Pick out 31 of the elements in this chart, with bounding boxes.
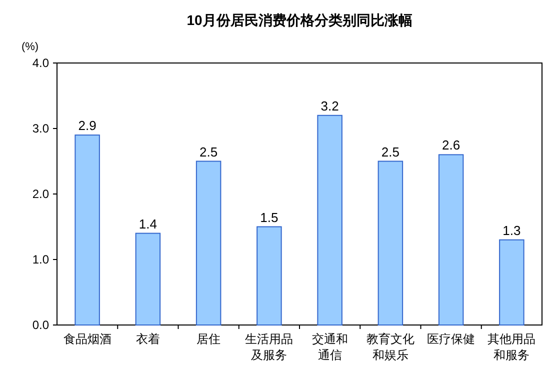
y-tick-label: 1.0 [32,252,50,266]
data-label: 2.5 [200,144,218,160]
x-tick-label: 生活用品及服务 [244,331,294,363]
data-label: 2.6 [442,138,460,153]
bar [135,232,161,326]
data-label: 2.9 [78,118,96,134]
chart-title: 10月份居民消费价格分类别同比涨幅 [186,12,412,28]
bar [256,226,282,326]
data-label: 1.4 [138,216,157,232]
y-tick-label: 0.0 [32,318,50,332]
y-tick-label: 3.0 [32,122,50,136]
x-tick-label: 医疗保健 [426,331,476,347]
bar [74,134,100,326]
x-tick-label: 交通和通信 [310,331,349,363]
y-axis-title: (%) [21,41,39,53]
x-tick-label: 食品烟酒 [62,331,112,347]
y-tick-label: 2.0 [32,187,50,201]
data-label: 2.5 [381,144,400,160]
x-tick-label: 其他用品和服务 [486,331,537,363]
data-label: 3.2 [320,98,339,114]
bar [196,160,222,326]
bar [499,239,524,326]
bar [438,154,464,326]
x-tick-label: 教育文化和娱乐 [365,331,416,363]
data-label: 1.5 [260,210,278,225]
x-tick-label: 衣着 [134,331,161,347]
data-label: 1.3 [502,222,521,238]
y-tick-label: 4.0 [32,56,50,70]
bar [378,160,404,326]
bar [317,114,342,326]
x-tick-label: 居住 [196,331,222,347]
